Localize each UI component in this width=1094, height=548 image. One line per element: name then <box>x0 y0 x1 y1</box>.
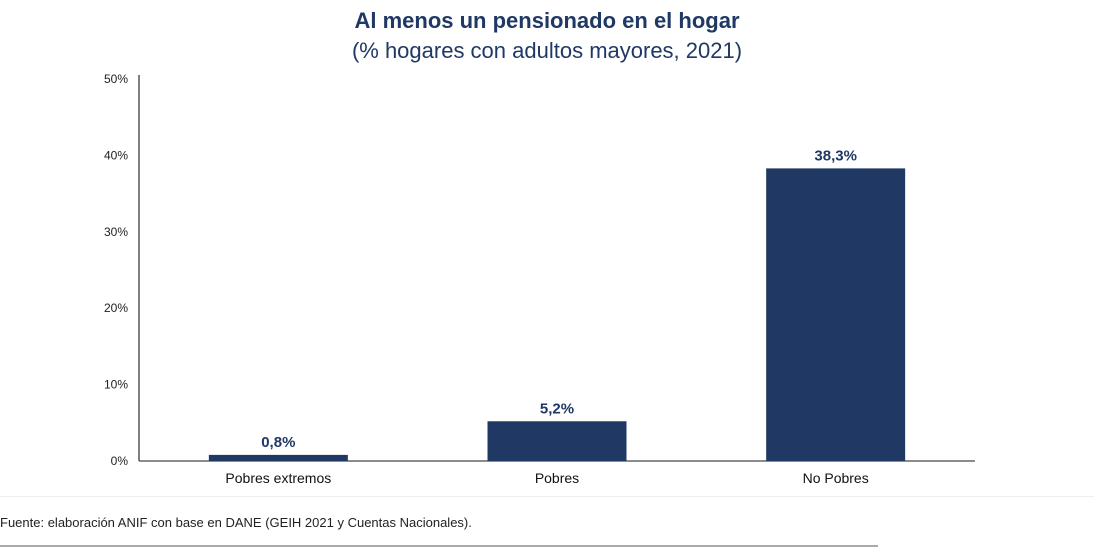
y-tick-label: 20% <box>104 301 128 315</box>
data-label: 38,3% <box>814 147 857 164</box>
y-tick-label: 0% <box>111 454 129 468</box>
y-tick-label: 50% <box>104 72 128 86</box>
footer-rule <box>0 545 878 547</box>
x-tick-label: Pobres extremos <box>225 470 331 486</box>
y-tick-label: 30% <box>104 225 128 239</box>
divider <box>0 496 1094 497</box>
y-tick-label: 10% <box>104 378 128 392</box>
x-tick-label: Pobres <box>535 470 579 486</box>
data-label: 0,8% <box>261 434 295 451</box>
x-tick-label: No Pobres <box>803 470 869 486</box>
bar-chart: 0% 10% 20% 30% 40% 50% 0,8% Pobres extremos 5,2%… <box>104 72 975 486</box>
source-note: Fuente: elaboración ANIF con base en DAN… <box>0 515 472 530</box>
chart-title: Al menos un pensionado en el hogar <box>354 8 740 33</box>
data-label: 5,2% <box>540 400 574 417</box>
bar-1 <box>208 454 348 461</box>
bar-2 <box>487 421 627 461</box>
chart-subtitle: (% hogares con adultos mayores, 2021) <box>351 38 743 63</box>
y-tick-label: 40% <box>104 148 128 162</box>
bar-3 <box>766 168 906 461</box>
